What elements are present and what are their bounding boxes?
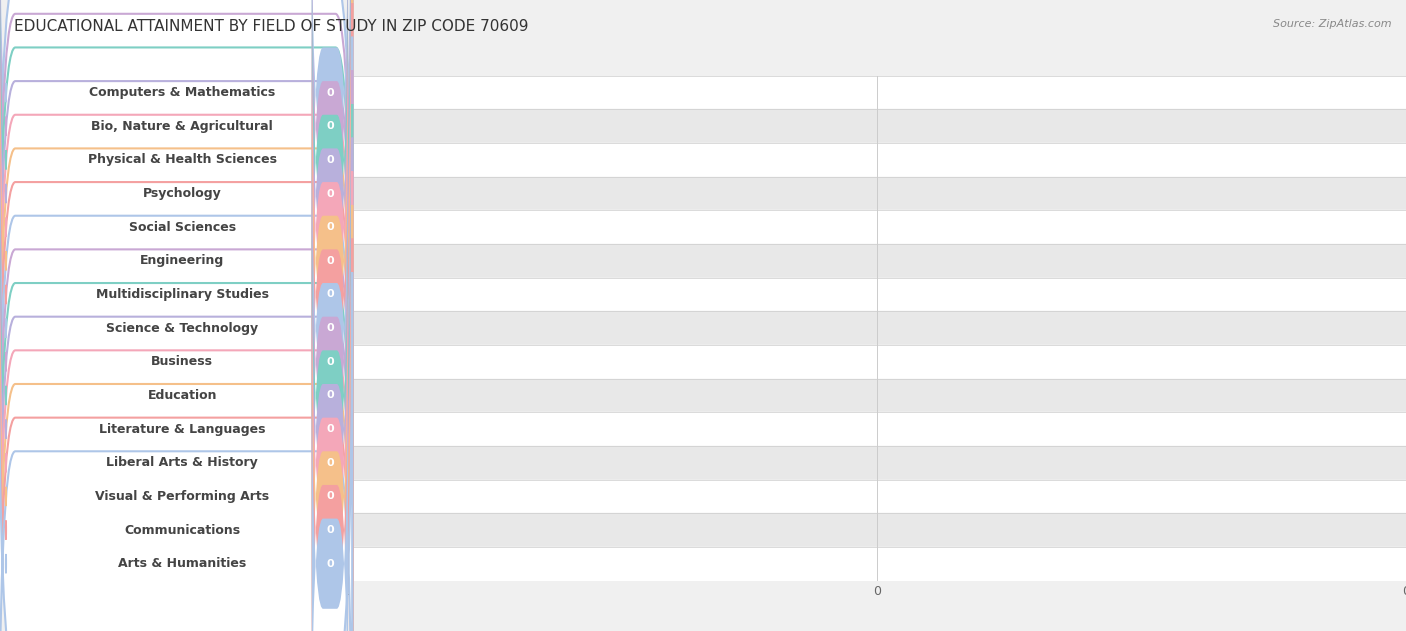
Bar	[0, 177, 1406, 210]
Text: Literature & Languages: Literature & Languages	[98, 423, 266, 435]
FancyBboxPatch shape	[0, 3, 352, 586]
FancyBboxPatch shape	[0, 239, 352, 631]
Text: EDUCATIONAL ATTAINMENT BY FIELD OF STUDY IN ZIP CODE 70609: EDUCATIONAL ATTAINMENT BY FIELD OF STUDY…	[14, 19, 529, 34]
FancyBboxPatch shape	[0, 0, 352, 384]
Text: 0: 0	[326, 424, 333, 434]
FancyBboxPatch shape	[0, 272, 352, 631]
FancyBboxPatch shape	[0, 0, 352, 519]
Bar	[0, 345, 1406, 379]
FancyBboxPatch shape	[312, 339, 349, 631]
Bar	[0, 412, 1406, 446]
Text: 0: 0	[326, 558, 333, 569]
Bar	[0, 143, 1406, 177]
Text: Computers & Mathematics: Computers & Mathematics	[89, 86, 276, 99]
FancyBboxPatch shape	[312, 0, 349, 418]
FancyBboxPatch shape	[312, 0, 349, 317]
FancyBboxPatch shape	[312, 272, 349, 631]
FancyBboxPatch shape	[0, 37, 352, 620]
Bar	[0, 446, 1406, 480]
Bar	[0, 210, 1406, 244]
FancyBboxPatch shape	[312, 239, 349, 631]
Text: Social Sciences: Social Sciences	[129, 221, 236, 233]
Text: Psychology: Psychology	[143, 187, 222, 200]
Text: 0: 0	[326, 290, 333, 300]
Text: Science & Technology: Science & Technology	[107, 322, 259, 334]
Text: 0: 0	[326, 256, 333, 266]
Text: Liberal Arts & History: Liberal Arts & History	[107, 456, 259, 469]
Text: 0: 0	[326, 492, 333, 502]
Text: 0: 0	[326, 391, 333, 401]
Bar	[0, 480, 1406, 513]
Text: Arts & Humanities: Arts & Humanities	[118, 557, 246, 570]
FancyBboxPatch shape	[0, 0, 352, 451]
FancyBboxPatch shape	[0, 104, 352, 631]
FancyBboxPatch shape	[312, 104, 349, 552]
FancyBboxPatch shape	[312, 0, 349, 384]
Bar	[0, 278, 1406, 311]
FancyBboxPatch shape	[312, 205, 349, 631]
Bar	[0, 547, 1406, 581]
FancyBboxPatch shape	[0, 171, 352, 631]
Text: Bio, Nature & Agricultural: Bio, Nature & Agricultural	[91, 120, 273, 133]
Text: 0: 0	[326, 222, 333, 232]
FancyBboxPatch shape	[312, 138, 349, 586]
Text: 0: 0	[326, 88, 333, 98]
Bar	[0, 311, 1406, 345]
Text: 0: 0	[326, 121, 333, 131]
FancyBboxPatch shape	[312, 306, 349, 631]
FancyBboxPatch shape	[0, 0, 352, 485]
FancyBboxPatch shape	[312, 37, 349, 485]
Text: 0: 0	[326, 189, 333, 199]
Bar	[0, 244, 1406, 278]
Text: Engineering: Engineering	[141, 254, 225, 268]
FancyBboxPatch shape	[0, 0, 352, 418]
FancyBboxPatch shape	[312, 171, 349, 620]
Text: Visual & Performing Arts: Visual & Performing Arts	[96, 490, 270, 503]
FancyBboxPatch shape	[0, 0, 352, 552]
Text: 0: 0	[326, 323, 333, 333]
Bar	[0, 379, 1406, 412]
Bar	[0, 513, 1406, 547]
Text: 0: 0	[326, 357, 333, 367]
FancyBboxPatch shape	[0, 138, 352, 631]
Bar	[0, 109, 1406, 143]
Bar	[0, 76, 1406, 109]
Text: 0: 0	[326, 525, 333, 535]
Text: Education: Education	[148, 389, 217, 402]
Text: Business: Business	[152, 355, 214, 369]
FancyBboxPatch shape	[312, 70, 349, 519]
FancyBboxPatch shape	[312, 0, 349, 350]
Text: 0: 0	[326, 457, 333, 468]
Text: Multidisciplinary Studies: Multidisciplinary Studies	[96, 288, 269, 301]
Text: 0: 0	[326, 155, 333, 165]
Text: Communications: Communications	[124, 524, 240, 536]
Text: Source: ZipAtlas.com: Source: ZipAtlas.com	[1274, 19, 1392, 29]
Text: Physical & Health Sciences: Physical & Health Sciences	[87, 153, 277, 167]
FancyBboxPatch shape	[0, 70, 352, 631]
FancyBboxPatch shape	[0, 205, 352, 631]
FancyBboxPatch shape	[312, 3, 349, 451]
